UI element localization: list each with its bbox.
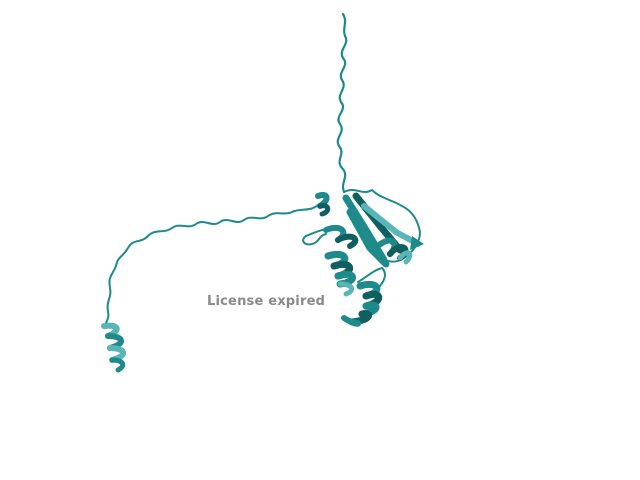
helix-core-central — [324, 250, 356, 297]
helix-core-upper — [323, 224, 359, 249]
helix-core-right — [375, 237, 413, 265]
license-watermark: License expired — [207, 294, 326, 309]
coil-left-tail — [104, 204, 319, 329]
coil-descending — [357, 267, 386, 289]
helix-left-terminal — [101, 322, 126, 373]
protein-ribbon-structure — [101, 12, 424, 373]
coil-top-tail — [336, 12, 348, 194]
beta-sheet — [342, 192, 424, 268]
coil-inner-loop — [302, 227, 341, 246]
helix-core-lower — [341, 280, 383, 327]
helix-junction — [315, 192, 331, 217]
